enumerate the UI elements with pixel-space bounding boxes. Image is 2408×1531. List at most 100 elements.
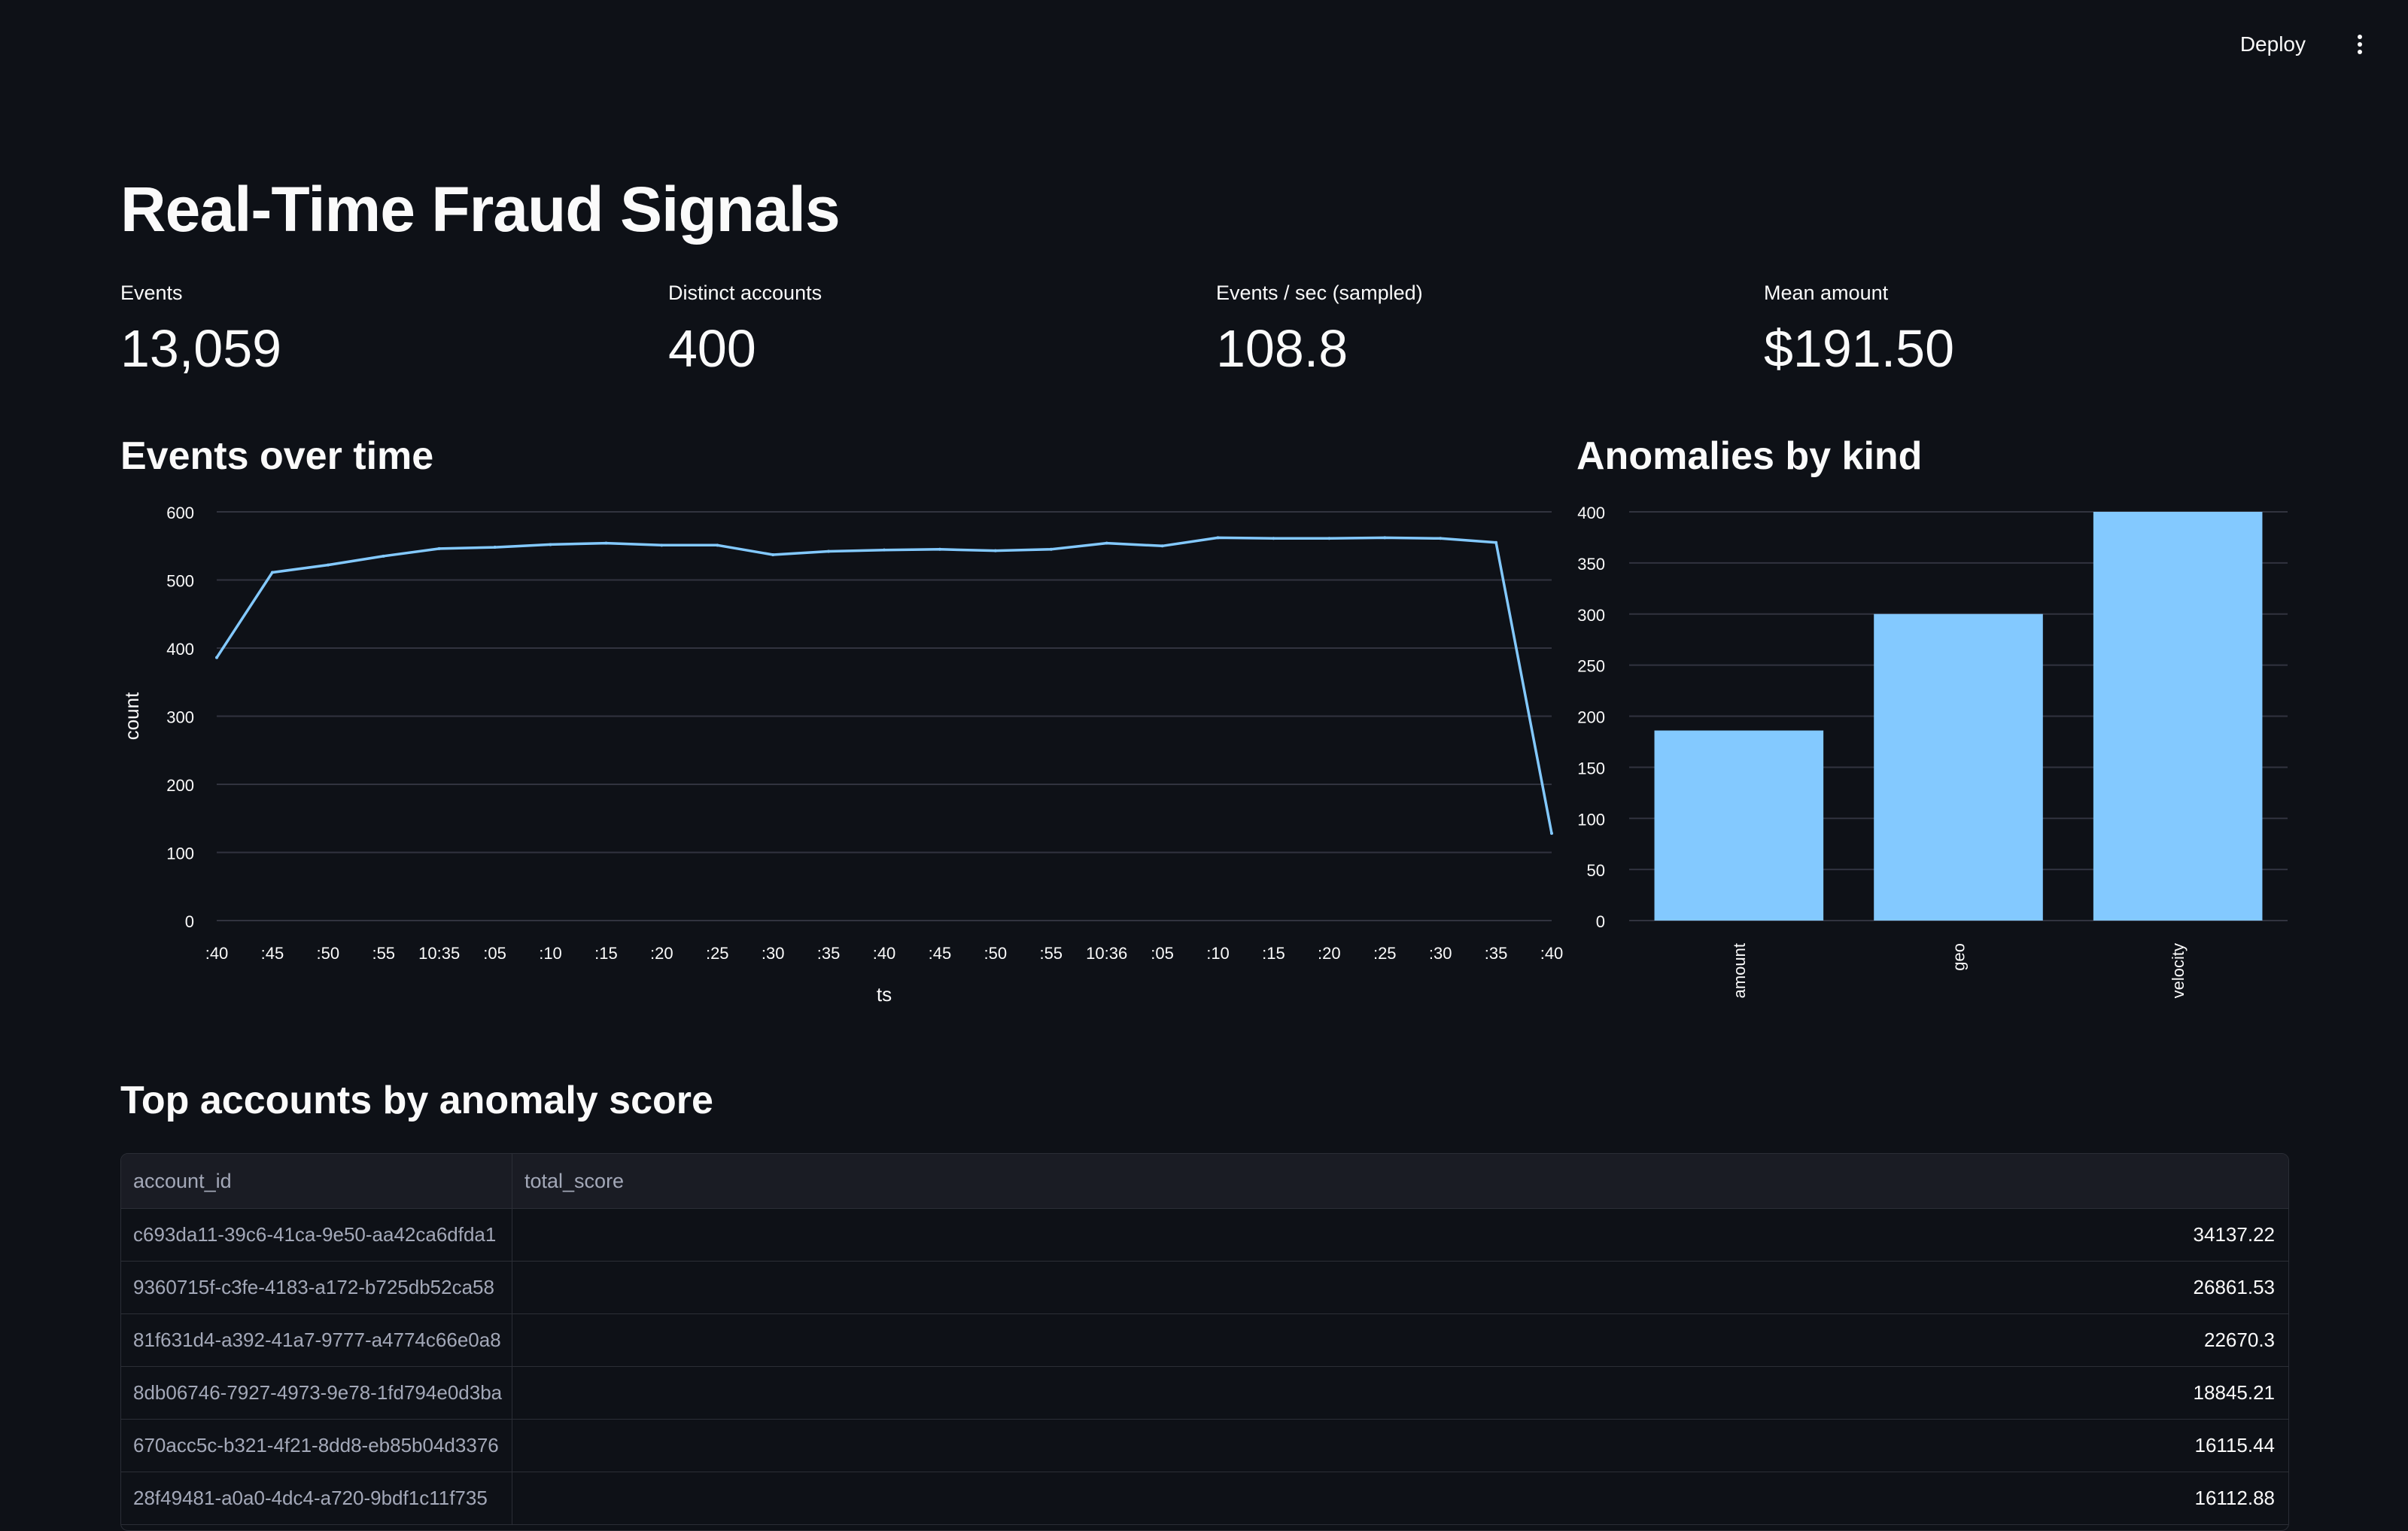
data-point xyxy=(549,543,552,546)
x-tick-label: velocity xyxy=(2169,943,2188,998)
x-tick-label: :05 xyxy=(483,944,506,963)
metric-mean-amount: Mean amount $191.50 xyxy=(1764,282,1954,379)
y-axis-label: count xyxy=(120,692,143,740)
top-accounts-table[interactable]: account_id total_score c693da11-39c6-41c… xyxy=(120,1153,2289,1531)
data-point xyxy=(1439,537,1443,540)
bar xyxy=(1874,613,2043,921)
column-header-account-id[interactable]: account_id xyxy=(121,1154,512,1208)
cell-account-id: 81f631d4-a392-41a7-9777-a4774c66e0a8 xyxy=(121,1314,512,1366)
cell-total-score: 16112.88 xyxy=(2194,1487,2275,1509)
x-tick-label: :35 xyxy=(1485,944,1508,963)
y-tick-label: 400 xyxy=(1577,504,1605,522)
data-point xyxy=(938,547,941,551)
data-point xyxy=(771,553,775,557)
data-point xyxy=(716,543,719,547)
data-point xyxy=(604,541,608,545)
y-tick-label: 0 xyxy=(1596,912,1605,931)
data-point xyxy=(1049,547,1053,551)
y-tick-label: 0 xyxy=(185,912,194,931)
y-tick-label: 300 xyxy=(1577,606,1605,625)
x-tick-label: :50 xyxy=(317,944,340,963)
y-tick-label: 100 xyxy=(166,845,194,863)
y-tick-label: 350 xyxy=(1577,555,1605,574)
x-tick-label: amount xyxy=(1730,943,1749,998)
y-tick-label: 150 xyxy=(1577,759,1605,778)
table-row[interactable]: 8db06746-7927-4973-9e78-1fd794e0d3ba 188… xyxy=(121,1367,2288,1420)
x-tick-label: :55 xyxy=(372,944,395,963)
x-tick-label: geo xyxy=(1950,943,1969,971)
events-over-time-chart[interactable]: 0 100 200 300 400 500 600 :40 :45 :50 :55 10:35 :05:… xyxy=(105,497,1565,1024)
table-header: account_id total_score xyxy=(121,1154,2288,1209)
x-tick-label: 10:35 xyxy=(418,944,460,963)
x-tick-label: :20 xyxy=(650,944,673,963)
x-tick-label: :40 xyxy=(205,944,229,963)
x-tick-label: :30 xyxy=(1429,944,1452,963)
x-tick-label: :30 xyxy=(762,944,785,963)
table-row[interactable]: 28f49481-a0a0-4dc4-a720-9bdf1c11f735 161… xyxy=(121,1472,2288,1525)
metric-value: 108.8 xyxy=(1216,319,1348,378)
y-tick-label: 100 xyxy=(1577,810,1605,829)
cell-account-id: 8db06746-7927-4973-9e78-1fd794e0d3ba xyxy=(121,1367,512,1419)
data-point xyxy=(270,571,274,574)
x-tick-label: :35 xyxy=(817,944,841,963)
x-tick-label: :05 xyxy=(1151,944,1174,963)
data-point xyxy=(660,543,664,547)
cell-total-score: 16115.44 xyxy=(2194,1434,2275,1456)
metric-label: Mean amount xyxy=(1764,282,1889,304)
data-point xyxy=(1272,537,1275,540)
data-point xyxy=(326,563,330,567)
metric-events-per-sec: Events / sec (sampled) 108.8 xyxy=(1216,282,1423,379)
data-point xyxy=(1327,537,1331,540)
y-tick-label: 500 xyxy=(166,572,194,591)
x-tick-label: 10:36 xyxy=(1086,944,1127,963)
cell-total-score: 34137.22 xyxy=(2193,1223,2275,1246)
metric-value: $191.50 xyxy=(1764,319,1955,378)
data-point xyxy=(437,546,441,550)
cell-total-score: 18845.21 xyxy=(2193,1381,2275,1404)
cell-account-id: 28f49481-a0a0-4dc4-a720-9bdf1c11f735 xyxy=(121,1472,512,1524)
x-tick-label: :40 xyxy=(873,944,896,963)
data-point xyxy=(1550,832,1553,836)
metric-value: 13,059 xyxy=(120,319,282,378)
cell-total-score: 26861.53 xyxy=(2193,1276,2275,1298)
y-tick-label: 600 xyxy=(166,504,194,522)
data-point xyxy=(215,656,218,659)
metric-events: Events 13,059 xyxy=(120,282,281,379)
x-tick-label: :45 xyxy=(929,944,952,963)
data-point xyxy=(1216,536,1220,540)
x-tick-label: :10 xyxy=(1206,944,1230,963)
kebab-menu-icon[interactable] xyxy=(2345,27,2375,62)
y-tick-label: 200 xyxy=(166,776,194,795)
deploy-button[interactable]: Deploy xyxy=(2239,32,2306,56)
data-point xyxy=(1160,544,1164,548)
data-point xyxy=(827,549,831,553)
column-header-total-score[interactable]: total_score xyxy=(524,1169,625,1192)
table-row[interactable]: 81f631d4-a392-41a7-9777-a4774c66e0a8 226… xyxy=(121,1314,2288,1367)
x-tick-label: :15 xyxy=(594,944,618,963)
x-tick-label: :25 xyxy=(1373,944,1397,963)
y-tick-label: 250 xyxy=(1577,657,1605,676)
metric-distinct-accounts: Distinct accounts 400 xyxy=(668,282,822,379)
x-axis-label: ts xyxy=(877,983,892,1006)
table-row[interactable]: 9360715f-c3fe-4183-a172-b725db52ca58 268… xyxy=(121,1262,2288,1314)
top-accounts-heading: Top accounts by anomaly score xyxy=(120,1079,713,1122)
x-tick-label: :25 xyxy=(706,944,729,963)
series-line xyxy=(215,536,1553,834)
page-title: Real-Time Fraud Signals xyxy=(120,174,841,245)
x-tick-label: :50 xyxy=(984,944,1008,963)
data-point xyxy=(1105,541,1108,545)
y-tick-label: 50 xyxy=(1587,861,1605,880)
events-over-time-heading: Events over time xyxy=(120,434,434,478)
y-tick-label: 300 xyxy=(166,708,194,727)
y-tick-label: 200 xyxy=(1577,708,1605,727)
x-tick-label: :40 xyxy=(1540,944,1564,963)
table-row[interactable]: 670acc5c-b321-4f21-8dd8-eb85b04d3376 161… xyxy=(121,1420,2288,1472)
table-row[interactable]: c693da11-39c6-41ca-9e50-aa42ca6dfda1 341… xyxy=(121,1209,2288,1262)
anomalies-by-kind-chart[interactable]: 0 50 100 150 200 250 300 350 400 amount geo velocit… xyxy=(1565,497,2303,1024)
metric-label: Events xyxy=(120,282,183,304)
cell-account-id: c693da11-39c6-41ca-9e50-aa42ca6dfda1 xyxy=(121,1209,512,1261)
cell-account-id: 670acc5c-b321-4f21-8dd8-eb85b04d3376 xyxy=(121,1420,512,1472)
anomalies-by-kind-heading: Anomalies by kind xyxy=(1576,434,1923,478)
y-tick-label: 400 xyxy=(166,640,194,659)
cell-total-score: 22670.3 xyxy=(2204,1329,2275,1351)
